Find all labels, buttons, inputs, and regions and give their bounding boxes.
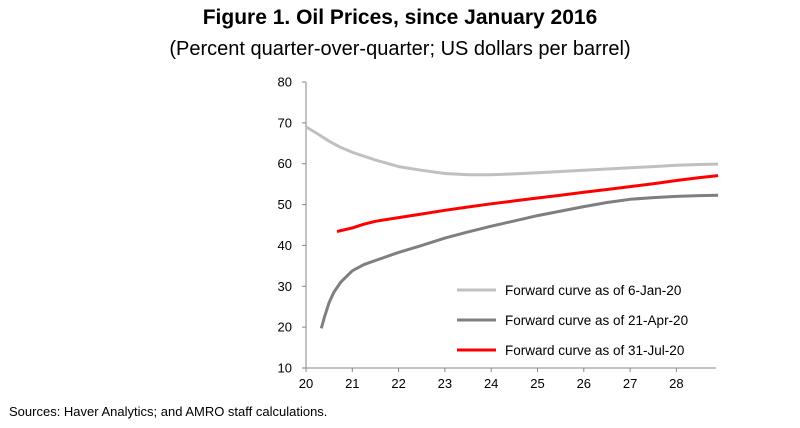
x-tick-label: 22 xyxy=(391,376,405,391)
y-tick-label: 40 xyxy=(278,238,292,253)
x-tick-label: 25 xyxy=(530,376,544,391)
y-tick-label: 60 xyxy=(278,156,292,171)
y-tick-label: 50 xyxy=(278,197,292,212)
y-tick-label: 70 xyxy=(278,115,292,130)
source-note: Sources: Haver Analytics; and AMRO staff… xyxy=(9,404,328,419)
x-tick-label: 28 xyxy=(669,376,683,391)
y-tick-label: 10 xyxy=(278,361,292,376)
series-line-2 xyxy=(319,193,719,329)
chart-subtitle: (Percent quarter-over-quarter; US dollar… xyxy=(169,38,631,60)
legend-label-2: Forward curve as of 21-Apr-20 xyxy=(505,313,688,328)
series-line-3 xyxy=(336,174,719,233)
x-tick-label: 26 xyxy=(577,376,591,391)
y-tick-label: 30 xyxy=(278,279,292,294)
y-tick-label: 80 xyxy=(278,75,292,90)
y-tick-label: 20 xyxy=(278,320,292,335)
x-tick-label: 21 xyxy=(345,376,359,391)
x-tick-label: 23 xyxy=(438,376,452,391)
legend-label-3: Forward curve as of 31-Jul-20 xyxy=(505,343,684,358)
x-tick-label: 20 xyxy=(299,376,313,391)
chart-title: Figure 1. Oil Prices, since January 2016 xyxy=(202,6,598,29)
x-tick-label: 24 xyxy=(484,376,498,391)
x-tick-label: 27 xyxy=(623,376,637,391)
series-line-1 xyxy=(305,125,719,177)
legend-label-1: Forward curve as of 6-Jan-20 xyxy=(505,283,681,298)
